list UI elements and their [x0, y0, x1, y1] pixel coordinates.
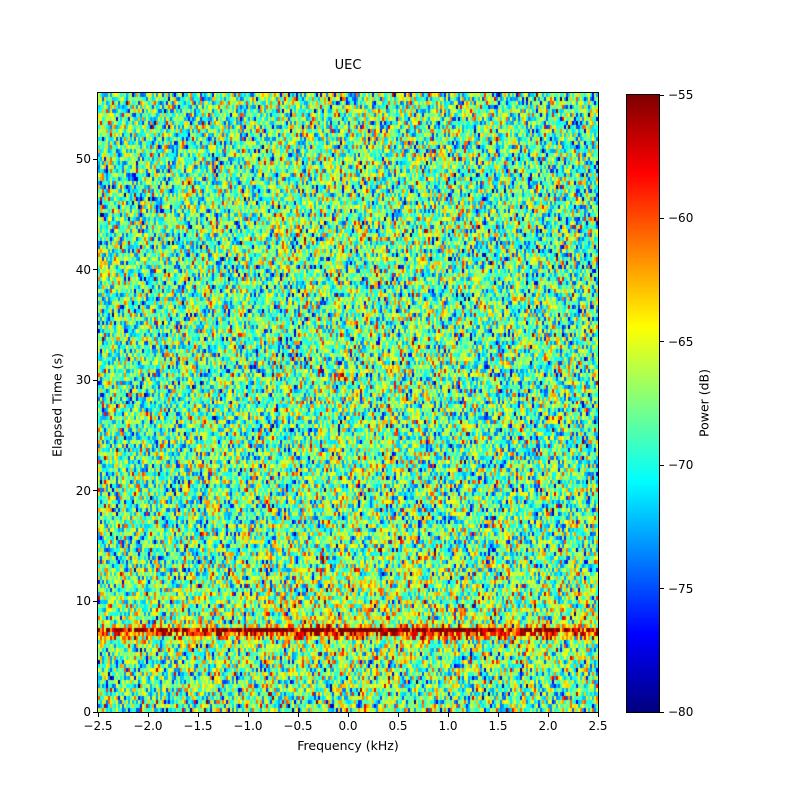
y-tick-mark: [93, 269, 97, 271]
colorbar-tick-mark: [660, 464, 664, 466]
y-tick-mark: [93, 600, 97, 602]
x-tick-label: 2.5: [588, 719, 608, 733]
colorbar: [626, 94, 660, 713]
x-tick-label: −1.5: [183, 719, 213, 733]
y-tick-mark: [93, 490, 97, 492]
x-tick-label: −2.5: [83, 719, 113, 733]
x-tick-mark: [97, 713, 99, 717]
x-axis-label: Frequency (kHz): [297, 738, 399, 753]
colorbar-tick-label: −70: [668, 458, 694, 473]
y-axis-label: Elapsed Time (s): [49, 353, 65, 457]
x-tick-mark: [297, 713, 299, 717]
x-tick-mark: [197, 713, 199, 717]
colorbar-label: Power (dB): [696, 368, 712, 438]
colorbar-gradient: [627, 95, 659, 712]
x-tick-label: −2.0: [133, 719, 163, 733]
colorbar-tick-mark: [660, 711, 664, 713]
y-tick-mark: [93, 158, 97, 160]
figure-title-line-1: UEC: [334, 58, 362, 73]
y-tick-mark: [93, 711, 97, 713]
colorbar-tick-label: −75: [668, 581, 694, 596]
colorbar-tick-label: −55: [668, 88, 694, 102]
x-tick-mark: [547, 713, 549, 717]
x-tick-label: −0.5: [283, 719, 313, 733]
y-tick-label: 20: [75, 483, 91, 498]
x-tick-label: 2.0: [538, 719, 558, 733]
colorbar-tick-label: −65: [668, 334, 694, 349]
x-tick-mark: [597, 713, 599, 717]
plot-area: [97, 92, 599, 713]
x-tick-mark: [497, 713, 499, 717]
x-tick-label: −1.0: [233, 719, 263, 733]
y-tick-label: 50: [75, 152, 91, 167]
colorbar-tick-mark: [660, 341, 664, 343]
y-tick-label: 10: [75, 594, 91, 609]
x-tick-mark: [447, 713, 449, 717]
x-tick-mark: [147, 713, 149, 717]
x-tick-label: 0.5: [388, 719, 408, 733]
colorbar-tick-mark: [660, 94, 664, 96]
y-tick-label: 40: [75, 262, 91, 277]
colorbar-tick-mark: [660, 217, 664, 219]
x-tick-mark: [397, 713, 399, 717]
x-tick-mark: [247, 713, 249, 717]
colorbar-tick-label: −80: [668, 705, 694, 719]
y-tick-label: 30: [75, 373, 91, 388]
colorbar-tick-mark: [660, 588, 664, 590]
spectrogram-heatmap: [98, 93, 598, 712]
colorbar-tick-label: −60: [668, 211, 694, 226]
x-tick-label: 1.5: [488, 719, 508, 733]
x-tick-mark: [347, 713, 349, 717]
y-tick-label: 0: [83, 705, 91, 719]
y-tick-mark: [93, 379, 97, 381]
x-tick-label: 1.0: [438, 719, 458, 733]
x-tick-label: 0.0: [338, 719, 358, 733]
